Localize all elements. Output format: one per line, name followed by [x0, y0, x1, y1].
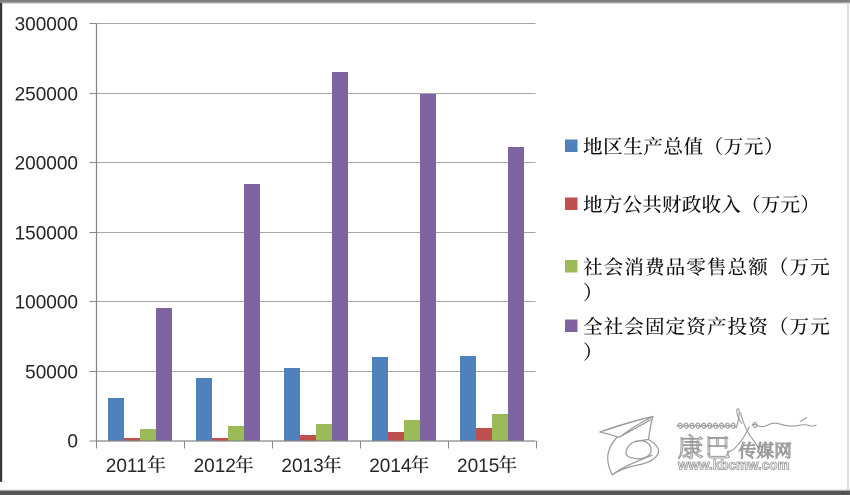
svg-text:2011: 2011 [106, 456, 147, 477]
svg-text:2014: 2014 [369, 456, 412, 477]
svg-text:2015: 2015 [457, 456, 499, 477]
svg-text:300000: 300000 [15, 14, 78, 35]
svg-text:50000: 50000 [25, 362, 78, 383]
svg-text:2013: 2013 [281, 456, 323, 477]
svg-text:0: 0 [67, 431, 78, 452]
svg-text:150000: 150000 [15, 223, 78, 244]
svg-text:100000: 100000 [15, 292, 78, 313]
svg-text:200000: 200000 [15, 153, 78, 174]
svg-text:www.kbcmw.com: www.kbcmw.com [677, 458, 790, 473]
svg-text:250000: 250000 [15, 84, 78, 105]
svg-text:2012: 2012 [194, 456, 236, 477]
